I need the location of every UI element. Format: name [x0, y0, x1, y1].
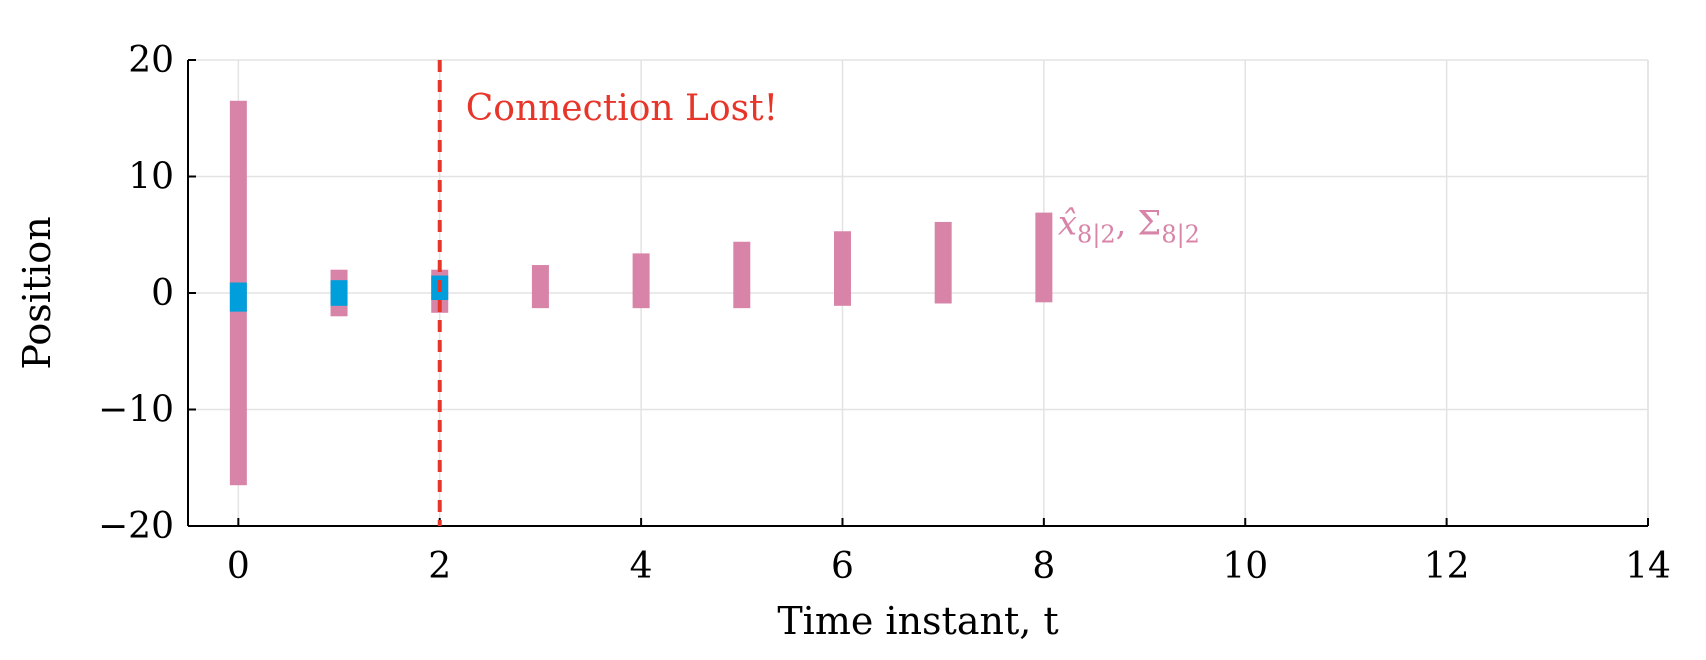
covariance-bar [833, 231, 851, 306]
x-tick-label: 14 [1625, 546, 1671, 587]
covariance-bar [1035, 212, 1053, 303]
estimate-sub-2: 8|2 [1161, 221, 1200, 250]
x-tick-label: 0 [227, 546, 250, 587]
connection-lost-label: Connection Lost! [466, 88, 778, 129]
estimate-sep: , Σ [1116, 204, 1162, 244]
x-axis-label: Time instant, t [777, 599, 1058, 643]
y-tick-label: −10 [98, 390, 174, 431]
y-tick-label: 20 [128, 40, 174, 81]
y-axis-label: Position [15, 216, 59, 369]
covariance-bar [733, 241, 751, 309]
x-tick-label: 4 [630, 546, 653, 587]
estimate-xhat: x̂ [1058, 204, 1077, 244]
grid [188, 59, 1649, 527]
x-tick-label: 12 [1424, 546, 1470, 587]
y-tick-label: 0 [151, 273, 174, 314]
covariance-bar [632, 253, 650, 309]
measurement-bar [330, 280, 348, 306]
covariance-bar [934, 221, 952, 304]
estimate-sub-1: 8|2 [1077, 221, 1116, 250]
x-tick-label: 6 [831, 546, 854, 587]
x-tick-label: 10 [1222, 546, 1268, 587]
estimate-label: x̂8|2, Σ8|2 [1058, 204, 1200, 250]
measurement-bar [229, 282, 247, 312]
ticks: 0 2 4 6 8 10 12 14 −20 −10 0 10 20 [98, 40, 1671, 587]
y-tick-label: 10 [128, 157, 174, 198]
covariance-bar [531, 265, 549, 309]
x-tick-label: 2 [428, 546, 451, 587]
x-tick-label: 8 [1032, 546, 1055, 587]
y-tick-label: −20 [98, 506, 174, 547]
